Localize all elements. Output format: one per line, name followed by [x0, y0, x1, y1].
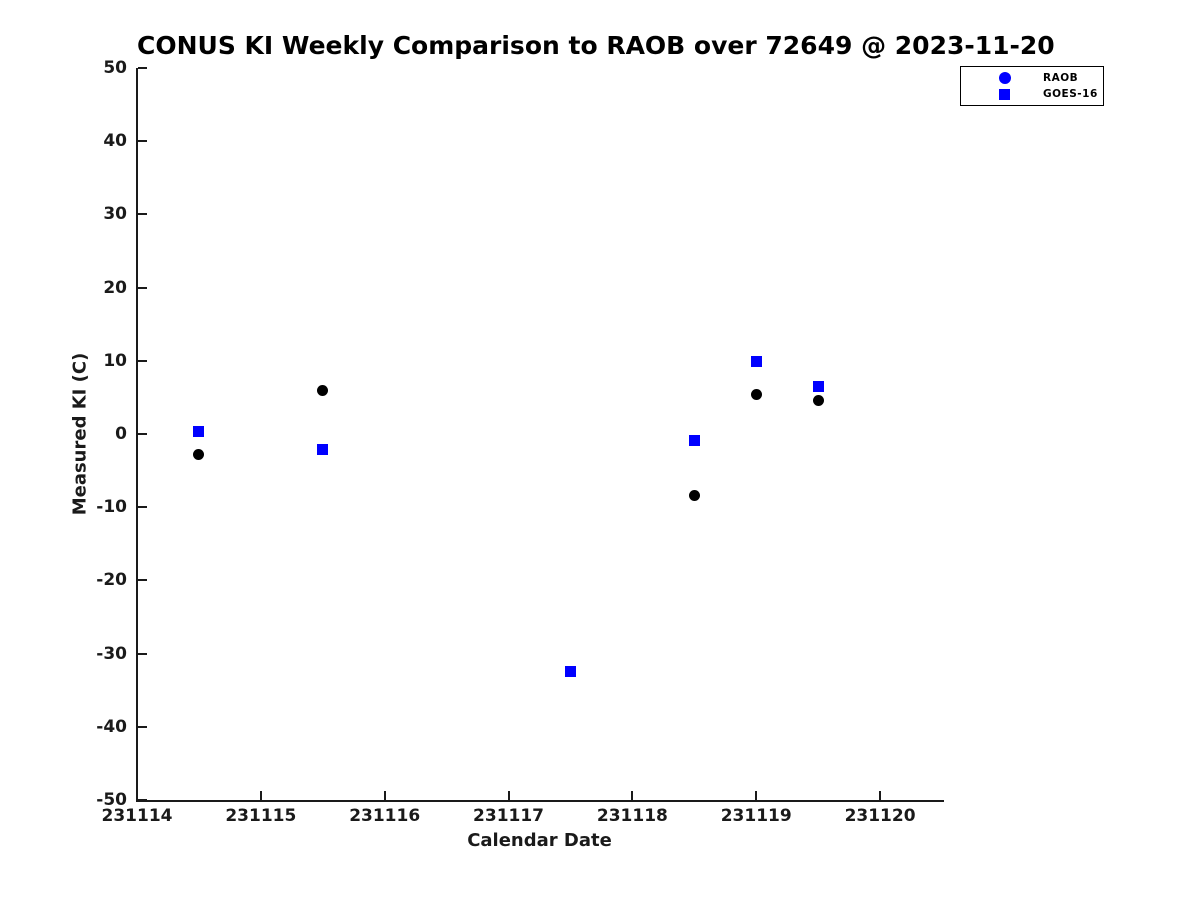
y-tick-label: -40: [96, 716, 127, 737]
y-tick-mark: [138, 359, 147, 362]
y-tick-mark: [138, 140, 147, 143]
y-tick-label: -20: [96, 570, 127, 591]
legend: RAOB GOES-16: [960, 66, 1104, 106]
data-point-goes-16: [688, 435, 700, 447]
y-axis-spine: [136, 68, 138, 802]
y-tick-label: 20: [103, 277, 127, 298]
y-tick-label: 10: [103, 350, 127, 371]
data-point-goes-16: [812, 380, 824, 392]
x-tick-mark: [631, 791, 634, 800]
x-tick-label: 231118: [596, 806, 668, 826]
x-tick-label: 231116: [349, 806, 421, 826]
y-tick-label: -50: [96, 790, 127, 810]
y-tick-mark: [138, 213, 147, 216]
y-tick-label: 0: [115, 424, 127, 444]
y-tick-label: 50: [103, 58, 127, 78]
x-tick-mark: [136, 791, 138, 800]
x-axis-label: Calendar Date: [467, 830, 612, 851]
x-tick-mark: [383, 791, 386, 800]
data-point-goes-16: [193, 426, 205, 438]
y-tick-mark: [138, 506, 147, 509]
x-tick-mark: [259, 791, 262, 800]
x-tick-mark: [879, 791, 882, 800]
y-tick-label: 40: [103, 131, 127, 152]
data-point-raob: [317, 385, 329, 397]
y-tick-mark: [138, 725, 147, 728]
y-tick-mark: [138, 286, 147, 289]
y-tick-mark: [138, 67, 147, 69]
data-point-goes-16: [750, 356, 762, 368]
y-tick-mark: [138, 433, 147, 435]
data-point-raob: [750, 388, 762, 400]
data-point-raob: [688, 489, 700, 501]
legend-label: RAOB: [1043, 72, 1079, 84]
x-tick-label: 231119: [720, 806, 792, 826]
legend-label: GOES-16: [1043, 88, 1098, 100]
x-tick-label: 231120: [844, 806, 916, 826]
y-tick-mark: [138, 652, 147, 655]
chart-title: CONUS KI Weekly Comparison to RAOB over …: [137, 31, 1055, 60]
data-point-goes-16: [564, 665, 576, 677]
y-tick-mark: [138, 579, 147, 582]
circle-marker-icon: [999, 72, 1011, 84]
legend-item-raob: RAOB: [961, 71, 1103, 87]
x-tick-mark: [507, 791, 510, 800]
y-tick-label: 30: [103, 204, 127, 225]
data-point-raob: [193, 448, 205, 460]
x-tick-label: 231117: [473, 806, 545, 826]
data-point-raob: [812, 394, 824, 406]
x-tick-label: 231115: [225, 806, 297, 826]
square-marker-icon: [999, 89, 1010, 100]
y-tick-mark: [138, 799, 147, 801]
y-tick-label: -30: [96, 643, 127, 664]
legend-item-goes-16: GOES-16: [961, 87, 1103, 103]
data-point-goes-16: [317, 443, 329, 455]
x-axis-spine: [136, 800, 944, 802]
x-tick-mark: [755, 791, 758, 800]
y-tick-label: -10: [96, 497, 127, 518]
x-tick-label: 231114: [101, 806, 173, 826]
